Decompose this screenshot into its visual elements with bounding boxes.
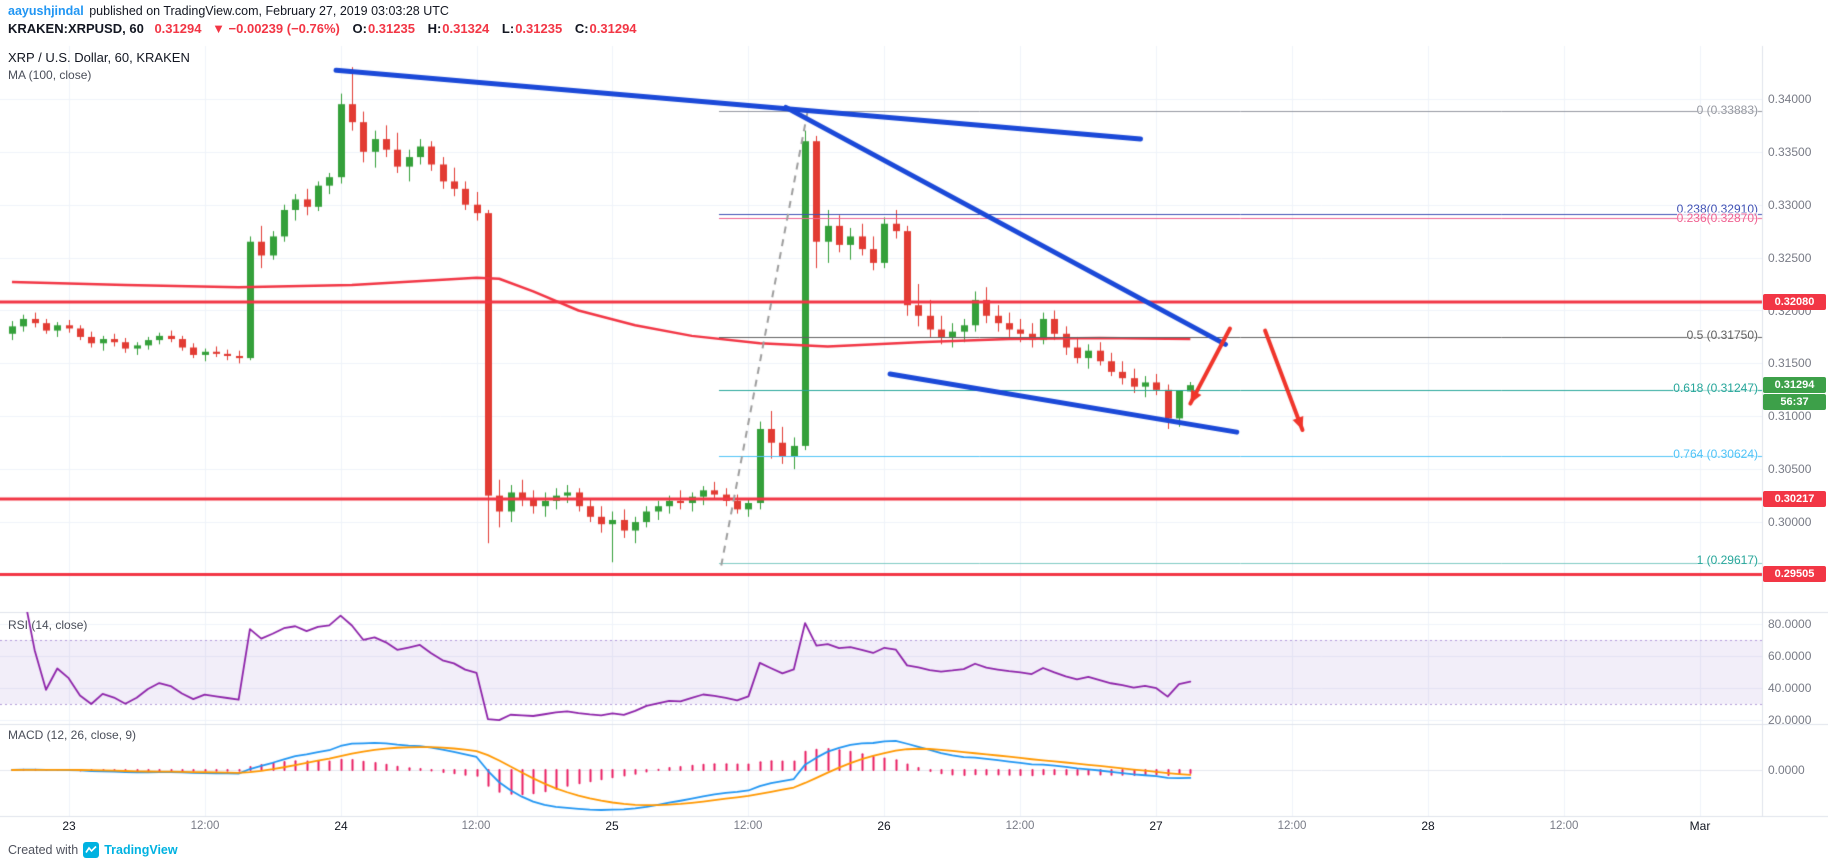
price-axis-label: 0.33500	[1768, 145, 1812, 159]
macd-axis-label: 0.0000	[1768, 763, 1805, 777]
ohlc-value: 0.31235	[515, 21, 563, 36]
tradingview-logo-icon	[83, 842, 100, 858]
time-axis-label: 25	[605, 819, 619, 833]
resistance-price-tag: 0.32080	[1763, 294, 1826, 310]
fib-level-label: 0.236(0.32870)	[1676, 211, 1758, 225]
symbol-info-bar: KRAKEN:XRPUSD, 60 0.31294 ▼ −0.00239 (−0…	[8, 21, 637, 36]
macd-pane-title: MACD (12, 26, close, 9)	[8, 728, 137, 742]
time-axis-label: 12:00	[1277, 820, 1307, 832]
last-price: 0.31294	[154, 21, 202, 36]
symbol-name: KRAKEN:XRPUSD, 60	[8, 21, 144, 36]
price-axis-label: 0.30500	[1768, 462, 1812, 476]
price-axis-label: 0.34000	[1768, 92, 1812, 106]
rsi-axis-label: 60.0000	[1768, 649, 1812, 663]
rsi-pane-title: RSI (14, close)	[8, 618, 88, 632]
time-axis-label: Mar	[1689, 819, 1711, 833]
time-axis-label: 27	[1149, 819, 1163, 833]
ohlc-label: C:	[574, 21, 589, 36]
ma-indicator-label: MA (100, close)	[8, 68, 92, 82]
ohlc-label: L:	[501, 21, 515, 36]
last-price-tag: 0.31294	[1763, 377, 1826, 393]
time-axis-label: 28	[1421, 819, 1435, 833]
fib-level-label: 0.764 (0.30624)	[1673, 447, 1758, 461]
time-axis-label: 12:00	[190, 820, 220, 832]
ohlc-label: H:	[427, 21, 442, 36]
ohlc-value: 0.31294	[589, 21, 637, 36]
ohlc-label: O:	[352, 21, 367, 36]
footer-attribution: Created with TradingView	[8, 842, 178, 858]
rsi-axis-label: 80.0000	[1768, 617, 1812, 631]
time-axis-label: 24	[334, 819, 348, 833]
rsi-axis-label: 20.0000	[1768, 713, 1812, 727]
publish-byline: aayushjindal published on TradingView.co…	[8, 4, 449, 18]
price-axis-label: 0.33000	[1768, 198, 1812, 212]
price-axis-label: 0.31000	[1768, 409, 1812, 423]
time-axis-label: 12:00	[1549, 820, 1579, 832]
time-axis-label: 12:00	[733, 820, 763, 832]
author-username[interactable]: aayushjindal	[8, 4, 84, 18]
fib-level-label: 0.5 (0.31750)	[1686, 328, 1758, 342]
ohlc-value: 0.31235	[367, 21, 415, 36]
time-axis-label: 23	[62, 819, 76, 833]
support-price-tag: 0.29505	[1763, 566, 1826, 582]
price-axis-label: 0.32500	[1768, 251, 1812, 265]
price-axis-label: 0.30000	[1768, 515, 1812, 529]
ohlc-value: 0.31324	[442, 21, 490, 36]
time-axis-label: 12:00	[1005, 820, 1035, 832]
candle-countdown-tag: 56:37	[1763, 394, 1826, 410]
fib-level-label: 0 (0.33883)	[1696, 103, 1758, 117]
fib-level-label: 0.618 (0.31247)	[1673, 381, 1758, 395]
rsi-axis-label: 40.0000	[1768, 681, 1812, 695]
publish-info: published on TradingView.com, February 2…	[85, 4, 449, 18]
support-price-tag: 0.30217	[1763, 491, 1826, 507]
main-pane-title: XRP / U.S. Dollar, 60, KRAKEN	[8, 50, 190, 65]
price-change: ▼ −0.00239 (−0.76%)	[212, 21, 340, 36]
created-with-text: Created with	[8, 843, 79, 857]
time-axis-label: 12:00	[461, 820, 491, 832]
time-axis-label: 26	[877, 819, 891, 833]
tradingview-link[interactable]: TradingView	[104, 843, 178, 857]
price-axis-label: 0.31500	[1768, 356, 1812, 370]
fib-level-label: 1 (0.29617)	[1696, 553, 1758, 567]
